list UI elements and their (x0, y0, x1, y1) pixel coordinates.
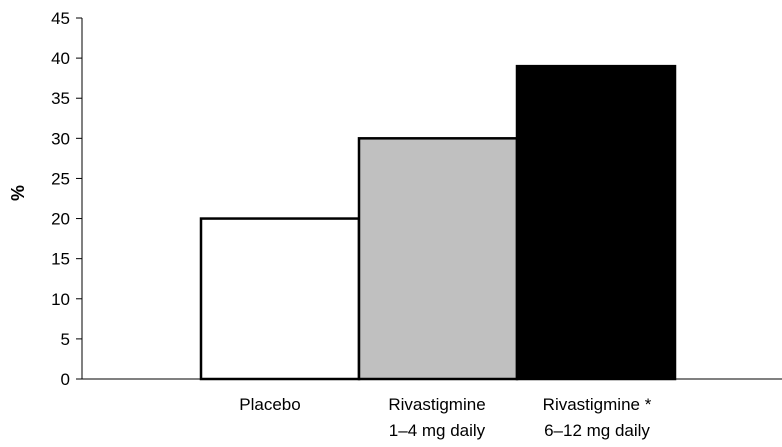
y-tick-label: 20 (51, 210, 70, 229)
y-axis-title: % (8, 185, 28, 201)
axes-group (81, 18, 782, 380)
y-tick-label: 0 (61, 370, 70, 389)
bar-3 (515, 64, 677, 381)
y-tick-label: 25 (51, 169, 70, 188)
y-ticks-group: 0 5 10 15 20 25 30 35 40 45 (51, 9, 82, 389)
x-labels-group: Placebo Rivastigmine 1–4 mg daily Rivastigm… (239, 395, 651, 440)
bar-2 (357, 137, 519, 381)
x-category-label-2: Rivastigmine (388, 395, 485, 414)
y-tick-label: 30 (51, 129, 70, 148)
bars-group (199, 64, 677, 381)
y-tick-label: 45 (51, 9, 70, 28)
y-tick-label: 5 (61, 330, 70, 349)
y-tick-label: 35 (51, 89, 70, 108)
y-tick-label: 15 (51, 250, 70, 269)
x-category-sublabel-3: 6–12 mg daily (544, 421, 650, 440)
x-category-sublabel-2: 1–4 mg daily (389, 421, 486, 440)
bar-1 (199, 217, 361, 381)
x-category-label-1: Placebo (239, 395, 300, 414)
y-tick-label: 40 (51, 49, 70, 68)
y-tick-label: 10 (51, 290, 70, 309)
x-category-label-3: Rivastigmine * (543, 395, 652, 414)
